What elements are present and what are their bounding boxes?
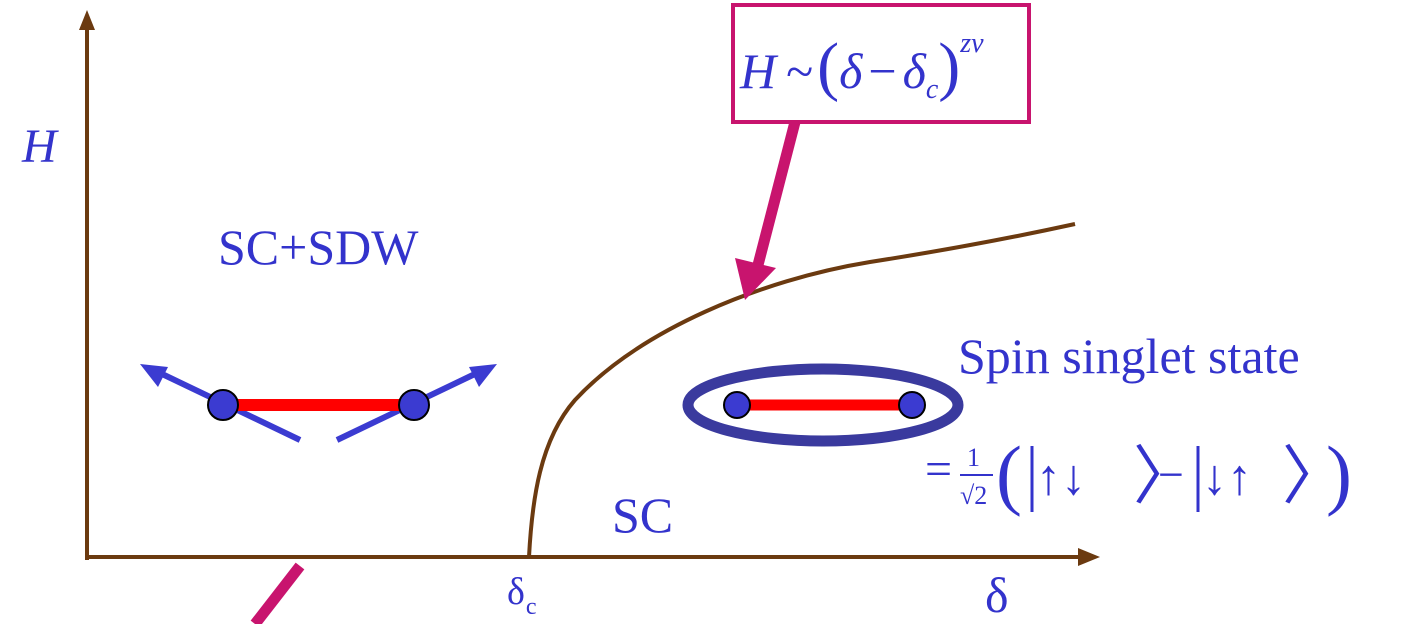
- x-axis-arrowhead: [1078, 548, 1100, 566]
- ket1-spins: ↑↓: [1036, 449, 1086, 505]
- singlet-equals: =: [925, 443, 952, 496]
- sdw-spin-left-dot: [207, 389, 239, 421]
- formula-pointer-arrowhead: [735, 258, 776, 300]
- singlet-open-paren: (: [996, 430, 1022, 517]
- singlet-pair: [682, 363, 964, 447]
- sdw-spin-pair: [140, 364, 497, 443]
- critical-tick-label: δc: [507, 571, 537, 620]
- singlet-spin-left-dot: [723, 391, 751, 419]
- frac-numerator: 1: [967, 443, 980, 472]
- formula-box: [731, 3, 1031, 124]
- singlet-spin-right-dot: [898, 391, 926, 419]
- y-axis-arrowhead: [79, 10, 95, 30]
- frac-denominator: √2: [960, 481, 987, 510]
- ket2-spins: ↓↑: [1202, 449, 1252, 505]
- region-label-sc-sdw: SC+SDW: [218, 219, 419, 275]
- formula-pointer-arrow: [752, 120, 801, 267]
- sdw-spin-right-dot: [398, 389, 430, 421]
- singlet-title: Spin singlet state: [958, 328, 1300, 384]
- phase-boundary-curve: [527, 222, 1076, 558]
- partial-pointer-arrow: [250, 562, 305, 624]
- spin-left-arrowhead: [140, 364, 168, 387]
- singlet-minus: −: [1158, 449, 1184, 500]
- singlet-close-paren: ): [1326, 430, 1352, 517]
- spin-right-arrowhead: [469, 364, 497, 387]
- ket2-angle: 〉: [1282, 441, 1346, 512]
- singlet-wavefunction: = 1 √2 ( ↑↓ 〉 − ↓↑ 〉 ): [925, 430, 1352, 517]
- ket1-angle: 〉: [1133, 441, 1197, 512]
- singlet-ellipse: [682, 363, 964, 447]
- formula: H ~(δ − δc)zν: [739, 28, 984, 105]
- x-axis-label: δ: [985, 567, 1009, 623]
- y-axis-label: H: [21, 120, 59, 173]
- region-label-sc: SC: [612, 487, 673, 543]
